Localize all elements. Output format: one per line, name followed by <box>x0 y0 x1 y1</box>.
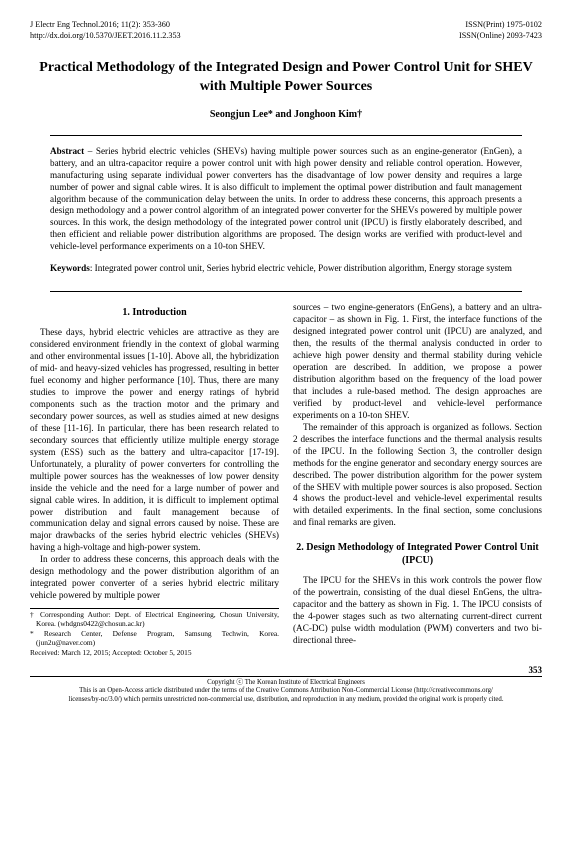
header-right: ISSN(Print) 1975-0102 ISSN(Online) 2093-… <box>459 20 542 41</box>
section-1-heading: 1. Introduction <box>30 306 279 319</box>
intro-para-3: The remainder of this approach is organi… <box>293 422 542 530</box>
footnote-dates: Received: March 12, 2015; Accepted: Octo… <box>30 649 279 658</box>
divider-top <box>50 135 522 136</box>
paper-title: Practical Methodology of the Integrated … <box>30 59 542 95</box>
intro-para-2: In order to address these concerns, this… <box>30 554 279 602</box>
keywords-label: Keywords <box>50 263 90 273</box>
abstract-text: – Series hybrid electric vehicles (SHEVs… <box>50 146 522 252</box>
left-column: 1. Introduction These days, hybrid elect… <box>30 302 279 658</box>
abstract: Abstract – Series hybrid electric vehicl… <box>50 146 522 254</box>
author-footnotes: † Corresponding Author: Dept. of Electri… <box>30 608 279 657</box>
body-columns: 1. Introduction These days, hybrid elect… <box>30 302 542 658</box>
right-column: sources – two engine-generators (EnGens)… <box>293 302 542 658</box>
section-2-para-1: The IPCU for the SHEVs in this work cont… <box>293 575 542 647</box>
footnote-corresponding: † Corresponding Author: Dept. of Electri… <box>30 611 279 629</box>
authors: Seongjun Lee* and Jonghoon Kim† <box>30 108 542 121</box>
copyright-line-1: Copyright ⓒ The Korean Institute of Elec… <box>30 679 542 687</box>
footnote-affiliation: * Research Center, Defense Program, Sams… <box>30 630 279 648</box>
running-header: J Electr Eng Technol.2016; 11(2): 353-36… <box>30 20 542 41</box>
paper-page: J Electr Eng Technol.2016; 11(2): 353-36… <box>0 0 572 722</box>
copyright-line-2: This is an Open-Access article distribut… <box>30 687 542 695</box>
issn-online: ISSN(Online) 2093-7423 <box>459 31 542 42</box>
issn-print: ISSN(Print) 1975-0102 <box>459 20 542 31</box>
divider-bottom <box>50 291 522 292</box>
keywords: Keywords: Integrated power control unit,… <box>50 263 522 275</box>
copyright-footer: Copyright ⓒ The Korean Institute of Elec… <box>30 676 542 703</box>
section-2-heading: 2. Design Methodology of Integrated Powe… <box>293 541 542 567</box>
abstract-label: Abstract <box>50 146 84 156</box>
keywords-text: : Integrated power control unit, Series … <box>90 263 512 273</box>
header-left: J Electr Eng Technol.2016; 11(2): 353-36… <box>30 20 181 41</box>
journal-ref: J Electr Eng Technol.2016; 11(2): 353-36… <box>30 20 181 31</box>
doi-link: http://dx.doi.org/10.5370/JEET.2016.11.2… <box>30 31 181 42</box>
intro-para-2-cont: sources – two engine-generators (EnGens)… <box>293 302 542 422</box>
page-number: 353 <box>30 665 542 677</box>
intro-para-1: These days, hybrid electric vehicles are… <box>30 327 279 554</box>
copyright-line-3: licenses/by-nc/3.0/) which permits unres… <box>30 696 542 704</box>
